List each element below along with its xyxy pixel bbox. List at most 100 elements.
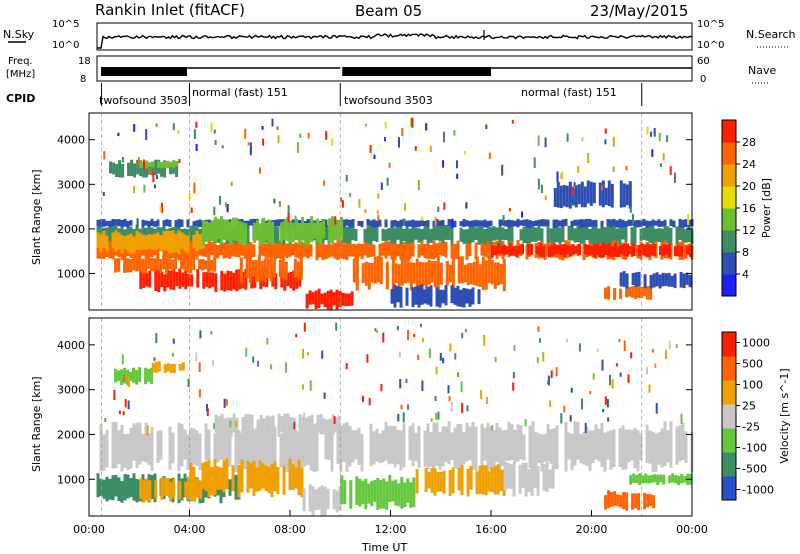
data-cell [439,472,443,492]
data-band [189,458,304,498]
data-cell [269,254,273,282]
data-cell [207,240,211,260]
data-cell [129,427,133,469]
data-cell [582,227,586,244]
data-cell [615,363,618,367]
data-cell [512,246,515,256]
data-cell [334,219,338,241]
data-cell [560,413,563,424]
data-cell [397,413,400,422]
data-cell [582,431,586,465]
data-cell [165,219,169,227]
data-cell [216,245,220,259]
data-cell [492,429,496,468]
data-cell [123,434,127,468]
data-cell [142,271,146,288]
data-cell [217,218,221,239]
data-cell [172,123,175,131]
data-cell [671,473,675,483]
data-cell [588,228,592,243]
data-cell [99,424,103,472]
data-cell [373,154,376,159]
data-cell [441,240,445,256]
data-cell [489,227,493,245]
data-cell [154,361,158,373]
data-cell [291,423,295,468]
data-cell [647,475,651,484]
data-cell [439,262,443,285]
data-cell [688,274,692,288]
data-cell [207,257,211,274]
data-cell [279,433,283,468]
data-cell [362,395,364,403]
data-cell [604,139,607,145]
data-cell [622,271,626,287]
data-cell [351,430,355,463]
data-cell [96,232,100,249]
data-cell [132,423,136,461]
data-cell [302,488,306,512]
data-cell [420,229,424,242]
data-cell [423,430,427,467]
data-cell [99,234,103,253]
data-cell [483,219,487,228]
data-cell [270,432,274,465]
data-cell [507,227,511,243]
data-cell [668,475,672,484]
data-cell [399,243,403,261]
data-cell [105,227,109,243]
data-cell [102,191,105,196]
data-cell [675,344,678,349]
data-cell [168,257,172,270]
data-cell [582,219,586,228]
velocity-xticks: 00:00 04:00 08:00 12:00 16:00 20:00 00:00 [73,510,708,536]
data-cell [384,229,388,242]
data-cell [650,131,653,137]
data-cell [659,163,662,167]
data-cell [172,478,176,499]
data-cell [677,244,680,257]
data-cell [488,152,491,159]
data-cell [423,224,427,240]
data-cell [382,478,386,509]
data-cell [396,243,400,257]
data-cell [483,240,487,257]
data-cell [180,260,184,270]
data-cell [538,338,541,343]
data-cell [154,159,158,176]
data-cell [589,181,593,206]
data-cell [641,243,644,256]
data-cell [159,235,163,252]
data-cell [339,239,343,259]
data-cell [184,481,188,497]
data-cell [117,430,121,465]
data-cell [324,431,328,460]
data-cell [254,260,258,283]
data-cell [576,219,580,226]
data-cell [338,291,342,308]
data-cell [420,323,422,328]
data-cell [214,414,218,433]
data-cell [521,243,524,255]
data-cell [361,480,365,505]
data-cell [114,230,118,252]
data-cell [349,192,352,198]
cpid-segment-label: twofsound 3503 [344,94,433,107]
data-cell [214,140,217,145]
data-cell [609,430,613,470]
data-cell [216,423,220,463]
data-cell [515,245,518,257]
data-cell [368,398,371,406]
ytick-label: 4000 [57,339,85,352]
data-cell [545,461,549,492]
data-cell [426,224,430,244]
data-cell [122,411,125,416]
data-cell [168,426,172,470]
data-cell [394,263,398,284]
data-cell [391,256,395,292]
colorbar-tick-label: 100 [742,379,763,392]
data-cell [504,229,508,240]
data-cell [569,245,572,257]
data-cell [634,493,638,509]
